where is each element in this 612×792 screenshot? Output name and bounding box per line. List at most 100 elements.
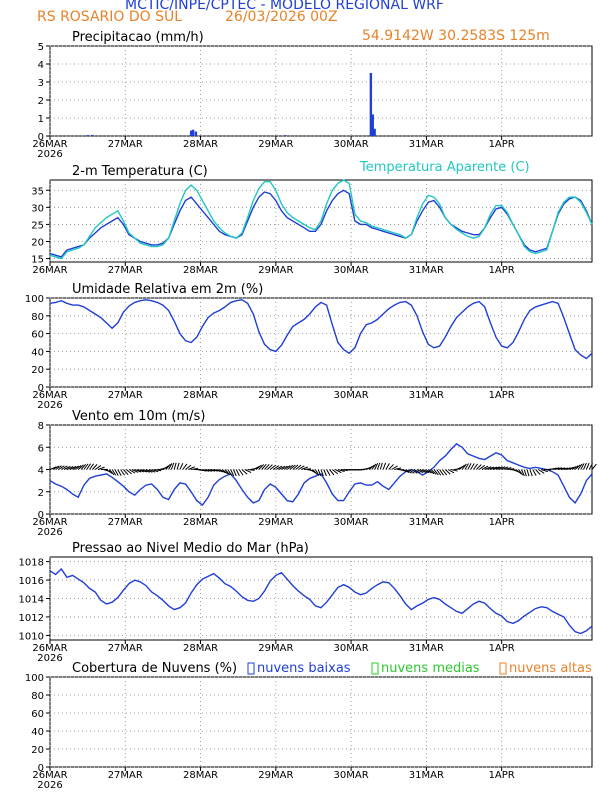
wind-vector bbox=[255, 464, 262, 470]
x-tick-label: 30MAR bbox=[334, 770, 369, 781]
y-tick-label: 25 bbox=[31, 220, 44, 231]
header-location: RS ROSARIO DO SUL bbox=[37, 9, 183, 25]
legend-label: Temperatura Aparente (C) bbox=[359, 160, 530, 175]
y-tick-label: 1016 bbox=[19, 576, 44, 587]
x-tick-label: 31MAR bbox=[409, 643, 444, 654]
panel-title: 2-m Temperatura (C) bbox=[72, 164, 208, 179]
header-coordinates: 54.9142W 30.2583S 125m bbox=[362, 28, 550, 44]
y-tick-label: 40 bbox=[31, 347, 44, 358]
wind-vector bbox=[170, 462, 175, 470]
wind-vector bbox=[394, 467, 402, 470]
x-tick-label: 27MAR bbox=[108, 390, 143, 401]
wind-vector bbox=[413, 469, 421, 474]
wind-vector bbox=[123, 469, 129, 476]
wind-vector bbox=[461, 463, 467, 470]
wind-vector bbox=[275, 465, 283, 470]
x-tick-label: 27MAR bbox=[108, 139, 143, 150]
wind-vector bbox=[498, 466, 506, 470]
panel-title: Umidade Relativa em 2m (%) bbox=[72, 282, 263, 297]
wind-vector bbox=[532, 469, 537, 476]
wind-vector bbox=[221, 469, 229, 475]
wind-vector bbox=[334, 469, 342, 474]
y-tick-label: 35 bbox=[31, 186, 44, 197]
precip-bar bbox=[369, 73, 373, 136]
y-tick-label: 1 bbox=[38, 114, 44, 125]
wind-vector bbox=[374, 462, 379, 470]
wind-vector bbox=[301, 466, 308, 470]
wind-vector bbox=[470, 463, 475, 470]
wind-vector bbox=[329, 469, 335, 476]
wind-vector bbox=[210, 469, 218, 472]
x-tick-label: 30MAR bbox=[334, 390, 369, 401]
wind-vector bbox=[185, 464, 192, 470]
panel-title: Pressao ao Nivel Medio do Mar (hPa) bbox=[72, 541, 309, 556]
wind-vector bbox=[216, 469, 224, 473]
y-tick-label: 2 bbox=[38, 96, 44, 107]
y-tick-label: 2 bbox=[38, 488, 44, 499]
series-line bbox=[49, 443, 593, 507]
wind-vector bbox=[520, 469, 525, 477]
wind-vector bbox=[264, 463, 270, 470]
precip-bar bbox=[191, 129, 195, 136]
wind-vector bbox=[439, 469, 444, 476]
wind-vector bbox=[286, 464, 294, 470]
wind-vector bbox=[238, 469, 244, 476]
wind-vector bbox=[526, 469, 530, 477]
wind-vector bbox=[430, 469, 437, 475]
wind-vector bbox=[55, 465, 62, 470]
wind-vector bbox=[72, 465, 79, 470]
precip-bar bbox=[371, 114, 374, 136]
y-tick-label: 100 bbox=[25, 294, 44, 305]
x-tick-label: 1APR bbox=[489, 517, 515, 528]
wind-vector bbox=[490, 466, 498, 470]
x-tick-label: 2026 bbox=[37, 149, 62, 160]
legend-marker bbox=[371, 662, 379, 675]
wind-vector bbox=[235, 469, 240, 477]
wind-vector bbox=[179, 462, 184, 470]
x-tick-label: 30MAR bbox=[334, 265, 369, 276]
series-line bbox=[49, 179, 593, 260]
wind-vector bbox=[371, 463, 377, 470]
wind-vector bbox=[289, 464, 296, 470]
wind-vector bbox=[475, 464, 482, 470]
wind-vector bbox=[244, 469, 252, 473]
wind-vector bbox=[379, 462, 383, 470]
legend-marker bbox=[247, 662, 255, 675]
y-tick-label: 40 bbox=[31, 727, 44, 738]
wind-vector bbox=[94, 465, 102, 470]
y-tick-label: 3 bbox=[38, 78, 44, 89]
wind-vector bbox=[391, 465, 398, 470]
panel-frame bbox=[49, 45, 593, 137]
wind-vector bbox=[320, 469, 324, 477]
wind-vector bbox=[278, 465, 286, 470]
wind-vector bbox=[523, 469, 527, 477]
y-tick-label: 30 bbox=[31, 203, 44, 214]
wind-vector bbox=[436, 469, 442, 476]
wind-vector bbox=[233, 469, 237, 477]
x-tick-label: 28MAR bbox=[183, 517, 218, 528]
wind-vector bbox=[314, 469, 320, 476]
wind-vector bbox=[580, 463, 585, 470]
series-line bbox=[49, 189, 593, 258]
x-tick-label: 1APR bbox=[489, 390, 515, 401]
wind-vector bbox=[188, 466, 195, 470]
wind-vector bbox=[501, 466, 509, 470]
wind-vector bbox=[447, 469, 455, 474]
wind-vector bbox=[91, 464, 98, 470]
wind-vector bbox=[574, 464, 581, 470]
x-tick-label: 29MAR bbox=[258, 390, 293, 401]
x-tick-label: 31MAR bbox=[409, 390, 444, 401]
wind-vector bbox=[450, 469, 458, 472]
wind-vector bbox=[269, 464, 276, 470]
wind-vector bbox=[58, 465, 65, 470]
x-tick-label: 26MAR bbox=[32, 643, 67, 654]
x-tick-label: 28MAR bbox=[183, 770, 218, 781]
wind-vector bbox=[518, 469, 524, 476]
x-tick-label: 29MAR bbox=[258, 770, 293, 781]
wind-vector bbox=[230, 469, 235, 477]
wind-vector bbox=[117, 469, 122, 476]
x-tick-label: 26MAR bbox=[32, 770, 67, 781]
wind-vector bbox=[261, 463, 267, 470]
panel-frame bbox=[49, 297, 593, 388]
x-tick-label: 27MAR bbox=[108, 517, 143, 528]
